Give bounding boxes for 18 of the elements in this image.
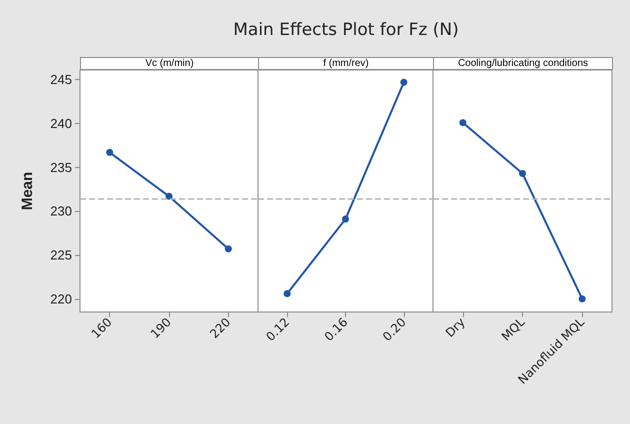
x-tick-label: 220 xyxy=(207,315,234,342)
chart-subtitle: Vc (m/min) xyxy=(80,57,259,70)
y-tick-label: 245 xyxy=(50,72,72,88)
y-tick-label: 240 xyxy=(50,116,72,131)
x-tick-label: 160 xyxy=(88,315,115,342)
y-tick-label: 230 xyxy=(50,204,72,219)
x-tick-label: 190 xyxy=(148,315,174,342)
y-axis-title: Mean xyxy=(19,172,36,210)
point xyxy=(106,148,114,156)
chart-subtitle: Cooling/lubricating conditions xyxy=(433,57,613,70)
chart-subtitle: f (mm/rev) xyxy=(258,57,434,70)
y-tick-label: 220 xyxy=(50,291,72,306)
point xyxy=(166,192,172,200)
chart-title: Main Effects Plot for Fz (N) xyxy=(232,20,460,40)
y-tick-label: 225 xyxy=(50,248,72,263)
point xyxy=(224,245,232,252)
x-tick-label: Dry xyxy=(442,315,468,340)
y-tick-label: 235 xyxy=(50,160,72,175)
